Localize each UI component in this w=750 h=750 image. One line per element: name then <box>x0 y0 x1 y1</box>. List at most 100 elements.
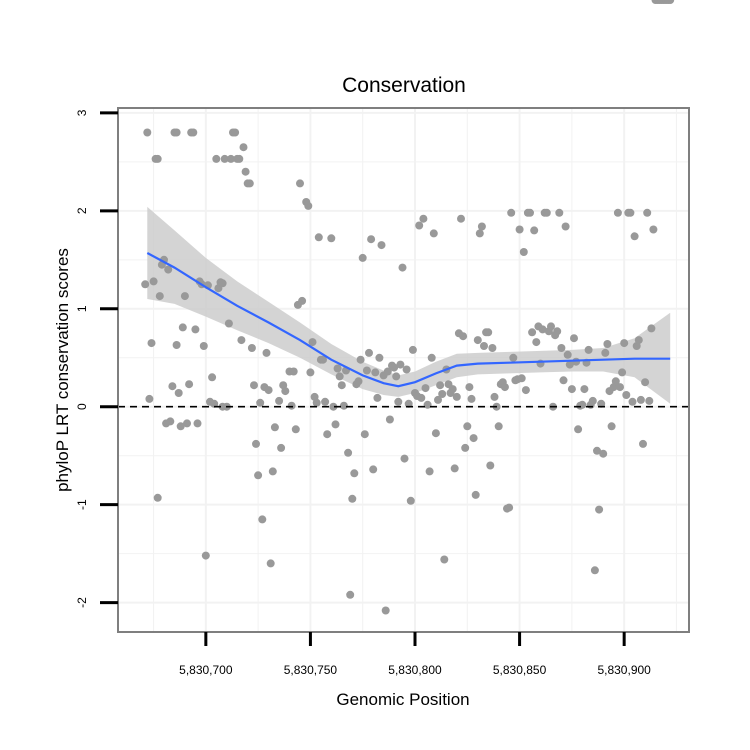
data-point <box>193 419 202 428</box>
data-point <box>528 328 537 337</box>
data-point <box>337 381 346 390</box>
data-point <box>607 422 616 431</box>
data-point <box>634 336 643 345</box>
y-axis-title: phyloP LRT conservation scores <box>53 248 72 492</box>
data-point <box>593 446 601 455</box>
confidence-band <box>147 206 671 404</box>
data-point <box>281 387 290 396</box>
data-point <box>419 214 428 223</box>
data-point <box>584 345 593 354</box>
data-point <box>327 234 336 243</box>
data-point <box>312 398 321 407</box>
data-point <box>601 348 610 357</box>
data-point <box>153 493 162 502</box>
data-point <box>578 400 587 409</box>
data-point <box>164 265 173 274</box>
data-point <box>373 393 382 402</box>
data-point <box>563 350 572 359</box>
data-point <box>465 383 474 392</box>
data-point <box>622 391 631 399</box>
data-point <box>348 494 357 503</box>
data-point <box>178 323 187 332</box>
data-point <box>599 449 608 458</box>
data-point <box>649 225 658 234</box>
loess-fit-line <box>146 252 671 388</box>
data-point <box>459 332 468 341</box>
data-point <box>268 467 277 476</box>
data-point <box>149 277 158 286</box>
data-point <box>176 422 185 431</box>
data-point <box>141 280 150 289</box>
data-point <box>500 383 509 392</box>
data-point <box>235 154 244 163</box>
y-tick-label: 3 <box>75 109 89 116</box>
data-point <box>603 340 612 348</box>
y-tick-label: 2 <box>75 207 89 214</box>
data-point <box>258 515 267 524</box>
data-point <box>174 389 183 397</box>
data-point <box>425 467 434 476</box>
data-point <box>212 154 221 163</box>
x-tick-label: 5,830,850 <box>493 663 547 677</box>
data-point <box>620 339 629 348</box>
data-point <box>392 372 401 381</box>
data-point <box>427 353 436 362</box>
data-point <box>254 471 263 480</box>
data-point <box>183 419 191 428</box>
data-point <box>250 381 258 390</box>
data-point <box>266 559 275 568</box>
y-tick-label: 1 <box>75 305 89 312</box>
x-axis-title: Genomic Position <box>336 690 469 709</box>
data-point <box>396 360 405 369</box>
data-point <box>394 397 403 406</box>
data-point <box>517 374 526 383</box>
x-tick-label: 5,830,700 <box>179 663 233 677</box>
data-point <box>367 235 376 244</box>
data-point <box>145 394 154 403</box>
data-point <box>291 425 300 434</box>
data-point <box>224 319 233 328</box>
data-point <box>461 443 470 452</box>
data-point <box>406 496 415 505</box>
data-points <box>141 0 675 615</box>
x-axis: 5,830,700 5,830,750 5,830,800 5,830,850 5,83… <box>179 632 651 677</box>
data-point <box>509 353 518 362</box>
data-point <box>515 225 524 234</box>
data-point <box>580 385 589 394</box>
data-point <box>553 327 562 336</box>
data-point <box>647 324 656 333</box>
data-point <box>547 322 555 331</box>
data-point <box>480 342 488 350</box>
data-point <box>423 400 432 409</box>
data-point <box>369 465 378 474</box>
data-point <box>613 208 622 217</box>
data-point <box>306 368 315 377</box>
data-point <box>488 344 497 352</box>
data-point <box>588 396 597 405</box>
data-point <box>331 420 340 429</box>
chart-title: Conservation <box>342 74 466 97</box>
data-point <box>463 422 472 431</box>
data-point <box>335 372 344 381</box>
data-point <box>452 392 461 401</box>
data-point <box>172 341 181 349</box>
data-point <box>323 430 332 439</box>
data-point <box>350 469 359 478</box>
data-point <box>570 334 578 343</box>
data-point <box>252 439 260 448</box>
data-point <box>404 399 413 408</box>
data-point <box>296 179 304 188</box>
confidence-ribbon <box>147 206 671 404</box>
data-point <box>436 381 445 390</box>
data-point <box>618 368 627 377</box>
data-point <box>477 222 486 231</box>
data-point <box>494 422 503 431</box>
data-point <box>314 233 323 242</box>
data-point <box>429 229 438 238</box>
data-point <box>471 490 480 499</box>
data-point <box>567 385 576 394</box>
data-point <box>354 377 363 386</box>
data-point <box>231 128 240 137</box>
data-point <box>643 208 652 217</box>
